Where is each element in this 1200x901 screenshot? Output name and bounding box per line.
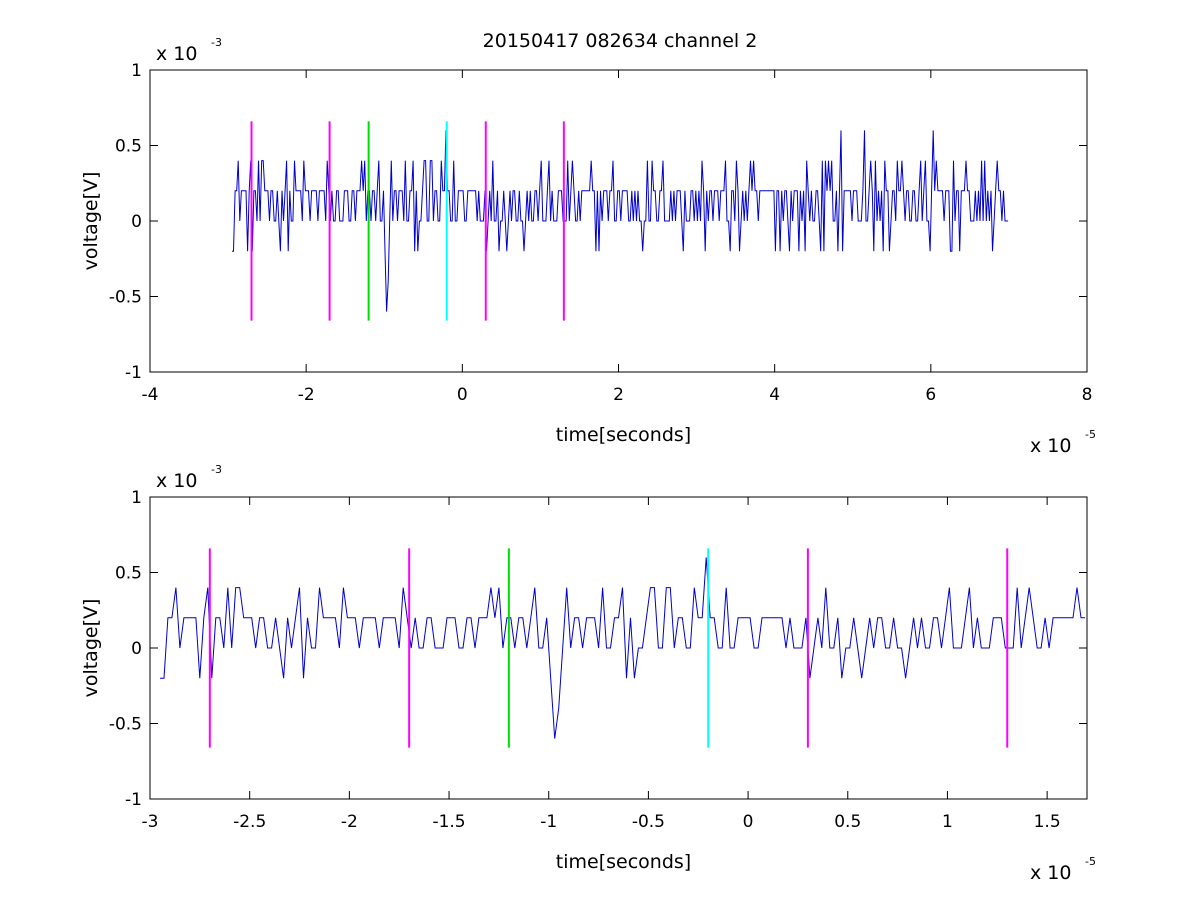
y-tick-label: -1 (125, 363, 142, 383)
y-tick-label: -0.5 (109, 715, 142, 735)
x-tick-label: 1.5 (1034, 812, 1061, 832)
y-axis-multiplier: x 10 (156, 43, 197, 65)
x-tick-label: -0.5 (632, 812, 665, 832)
x-tick-label: -3 (142, 812, 159, 832)
y-axis-label: voltage[V] (80, 599, 102, 698)
x-tick-label: 1 (942, 812, 953, 832)
y-tick-label: 0.5 (115, 137, 142, 157)
x-axis-multiplier-exponent: -5 (1085, 855, 1096, 868)
y-axis-label: voltage[V] (80, 172, 102, 271)
axes-box (149, 69, 1088, 373)
y-tick-label: -0.5 (109, 288, 142, 308)
x-tick-label: -4 (142, 385, 159, 405)
x-tick-label: 0 (457, 385, 468, 405)
x-axis-multiplier-exponent: -5 (1085, 428, 1096, 441)
signal-trace (160, 557, 1085, 739)
x-tick-label: -2.5 (233, 812, 266, 832)
x-tick-label: -2 (298, 385, 315, 405)
signal-trace (232, 130, 1009, 312)
x-axis-label: time[seconds] (556, 851, 691, 873)
x-tick-label: -1.5 (432, 812, 465, 832)
y-axis-multiplier: x 10 (156, 470, 197, 492)
figure-title: 20150417 082634 channel 2 (483, 30, 758, 52)
y-axis-multiplier-exponent: -3 (211, 463, 222, 476)
x-tick-label: 8 (1082, 385, 1093, 405)
x-tick-label: 6 (925, 385, 936, 405)
y-tick-label: 0 (131, 212, 142, 232)
x-tick-label: 0 (743, 812, 754, 832)
y-tick-label: 0 (131, 639, 142, 659)
x-axis-multiplier: x 10 (1030, 435, 1071, 457)
x-tick-label: 0.5 (834, 812, 861, 832)
x-axis-label: time[seconds] (556, 424, 691, 446)
top-plot-panel: -1 -0.5 0 0.5 1 -4 -2 0 2 4 6 8 time[seconds] voltage… (80, 36, 1096, 457)
axes-box (149, 496, 1088, 800)
x-tick-label: -1 (540, 812, 557, 832)
y-tick-label: 1 (131, 61, 142, 81)
y-tick-label: 0.5 (115, 564, 142, 584)
y-tick-label: -1 (125, 790, 142, 810)
bottom-plot-panel: -1 -0.5 0 0.5 1 -3 -2.5 -2 -1.5 -1 -0.5 0 0.5 1 1.5 tim… (80, 463, 1096, 884)
x-axis-multiplier: x 10 (1030, 862, 1071, 884)
x-tick-label: 4 (769, 385, 780, 405)
y-axis-multiplier-exponent: -3 (211, 36, 222, 49)
x-tick-label: -2 (341, 812, 358, 832)
x-tick-label: 2 (613, 385, 624, 405)
y-tick-label: 1 (131, 488, 142, 508)
